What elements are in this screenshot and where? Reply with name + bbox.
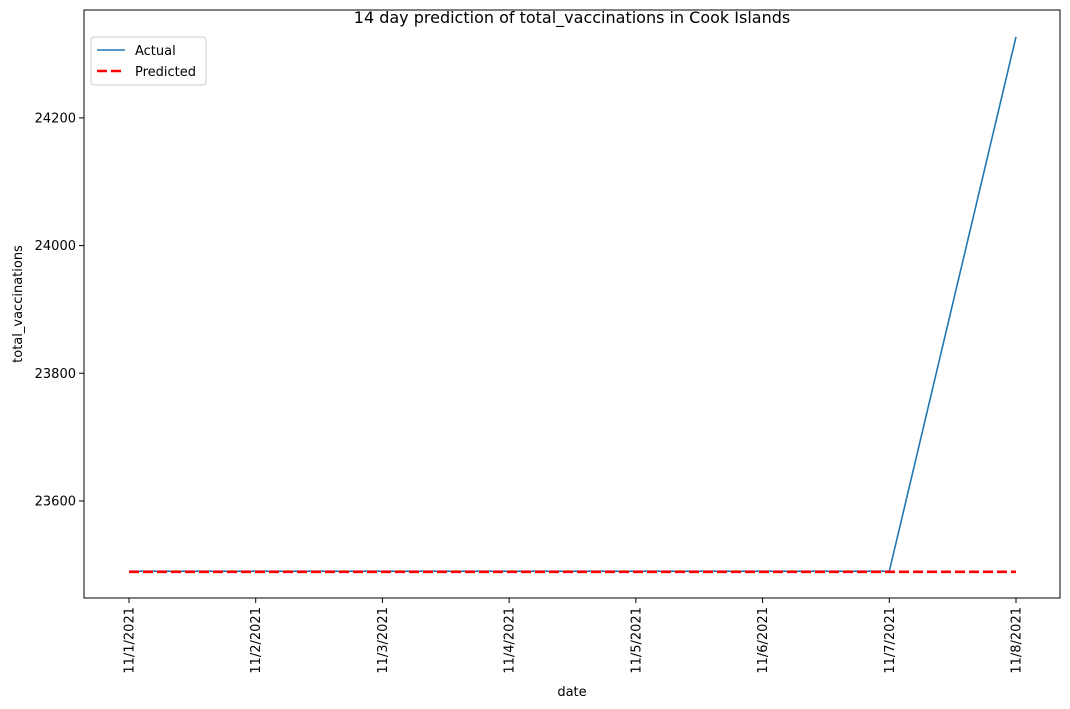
x-tick-label: 11/1/2021 — [123, 607, 138, 674]
x-tick-label: 11/7/2021 — [883, 607, 898, 674]
y-axis: 23600 23800 24000 24200 — [35, 111, 84, 509]
plot-area — [83, 9, 1061, 599]
legend-label-predicted: Predicted — [135, 65, 196, 80]
x-tick-label: 11/8/2021 — [1010, 607, 1025, 674]
chart-title: 14 day prediction of total_vaccinations … — [354, 8, 790, 28]
y-tick-label: 23600 — [35, 494, 76, 509]
x-tick-label: 11/3/2021 — [376, 607, 391, 674]
x-axis: 11/1/2021 11/2/2021 11/3/2021 11/4/2021 11/5… — [123, 598, 1025, 674]
y-axis-label: total_vaccinations — [11, 245, 26, 363]
x-tick-label: 11/6/2021 — [756, 607, 771, 674]
legend-label-actual: Actual — [135, 44, 176, 59]
legend: Actual Predicted — [90, 36, 207, 86]
x-tick-label: 11/2/2021 — [249, 607, 264, 674]
x-axis-label: date — [557, 685, 586, 700]
y-tick-label: 24000 — [35, 239, 76, 254]
y-tick-label: 24200 — [35, 111, 76, 126]
legend-box — [90, 36, 207, 86]
series-layer — [129, 36, 1017, 574]
x-tick-label: 11/5/2021 — [629, 607, 644, 674]
x-tick-label: 11/4/2021 — [503, 607, 518, 674]
y-tick-label: 23800 — [35, 367, 76, 382]
